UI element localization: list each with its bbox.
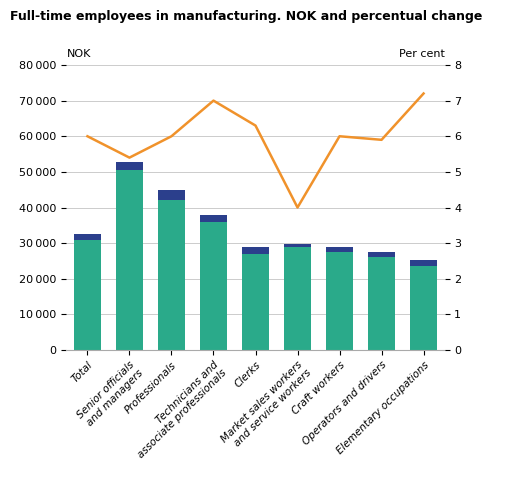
Bar: [368, 258, 395, 350]
Bar: [74, 240, 101, 350]
Bar: [200, 222, 227, 350]
Bar: [200, 214, 227, 222]
Bar: [74, 234, 101, 239]
Bar: [116, 162, 143, 170]
Bar: [158, 190, 185, 200]
Bar: [242, 246, 269, 254]
Bar: [410, 260, 437, 266]
Bar: [368, 252, 395, 258]
Bar: [116, 170, 143, 350]
Bar: [242, 254, 269, 350]
Bar: [158, 200, 185, 350]
Bar: [284, 244, 311, 246]
Bar: [326, 252, 353, 350]
Text: Per cent: Per cent: [399, 49, 445, 59]
Text: Full-time employees in manufacturing. NOK and percentual change: Full-time employees in manufacturing. NO…: [10, 10, 482, 23]
Text: NOK: NOK: [66, 49, 91, 59]
Bar: [326, 246, 353, 252]
Bar: [284, 246, 311, 350]
Bar: [410, 266, 437, 350]
